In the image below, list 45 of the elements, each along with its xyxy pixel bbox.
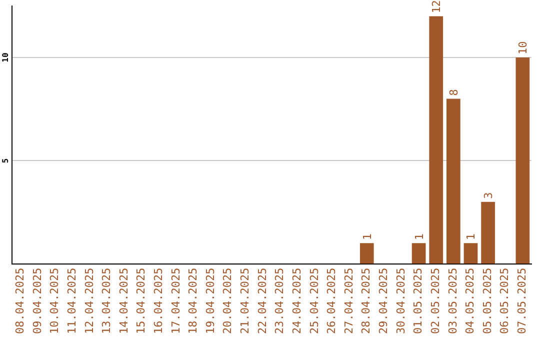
bar bbox=[446, 98, 460, 264]
bar bbox=[360, 243, 374, 264]
x-tick-label: 26.04.2025 bbox=[325, 268, 338, 334]
y-tick-label: 5 bbox=[1, 158, 10, 164]
x-tick-label: 13.04.2025 bbox=[100, 268, 114, 334]
x-tick-label: 07.05.2025 bbox=[516, 268, 529, 334]
x-tick-label: 03.05.2025 bbox=[446, 268, 460, 334]
x-tick-label: 22.04.2025 bbox=[256, 268, 269, 334]
data-label: 1 bbox=[464, 234, 478, 240]
x-tick-label: 15.04.2025 bbox=[134, 268, 148, 334]
x-tick-label: 21.04.2025 bbox=[238, 268, 252, 334]
bar bbox=[412, 243, 426, 264]
x-tick-label: 01.05.2025 bbox=[412, 268, 425, 334]
x-tick-label: 09.04.2025 bbox=[30, 268, 44, 334]
x-tick-label: 12.04.2025 bbox=[82, 268, 96, 334]
x-tick-label: 30.04.2025 bbox=[394, 268, 408, 334]
x-tick-label: 17.04.2025 bbox=[169, 268, 182, 334]
x-tick-label: 27.04.2025 bbox=[342, 268, 356, 334]
x-tick-label: 04.05.2025 bbox=[464, 268, 477, 334]
x-tick-label: 10.04.2025 bbox=[48, 268, 62, 334]
data-label: 3 bbox=[482, 192, 496, 199]
bar bbox=[464, 243, 478, 264]
data-label: 1 bbox=[360, 234, 374, 240]
x-tick-label: 20.04.2025 bbox=[221, 268, 234, 334]
x-tick-label: 02.05.2025 bbox=[428, 268, 442, 334]
x-tick-label: 24.04.2025 bbox=[290, 268, 304, 334]
data-label: 1 bbox=[412, 234, 426, 240]
x-tick-label: 28.04.2025 bbox=[360, 268, 373, 334]
x-tick-label: 08.04.2025 bbox=[14, 268, 27, 334]
x-tick-label: 05.05.2025 bbox=[480, 268, 494, 334]
x-tick-label: 29.04.2025 bbox=[377, 268, 390, 334]
x-tick-label: 25.04.2025 bbox=[308, 268, 321, 334]
x-tick-label: 19.04.2025 bbox=[204, 268, 217, 334]
x-tick-label: 06.05.2025 bbox=[498, 268, 512, 334]
data-label: 12 bbox=[430, 0, 444, 14]
x-tick-label: 11.04.2025 bbox=[65, 268, 78, 334]
x-tick-label: 16.04.2025 bbox=[152, 268, 165, 334]
data-label: 10 bbox=[516, 41, 530, 55]
data-label: 8 bbox=[447, 89, 460, 96]
x-tick-label: 23.04.2025 bbox=[273, 268, 286, 334]
bar bbox=[481, 202, 495, 264]
bar bbox=[516, 58, 530, 264]
bar bbox=[429, 16, 444, 264]
x-tick-label: 18.04.2025 bbox=[186, 268, 200, 334]
x-tick-label: 14.04.2025 bbox=[117, 268, 130, 334]
